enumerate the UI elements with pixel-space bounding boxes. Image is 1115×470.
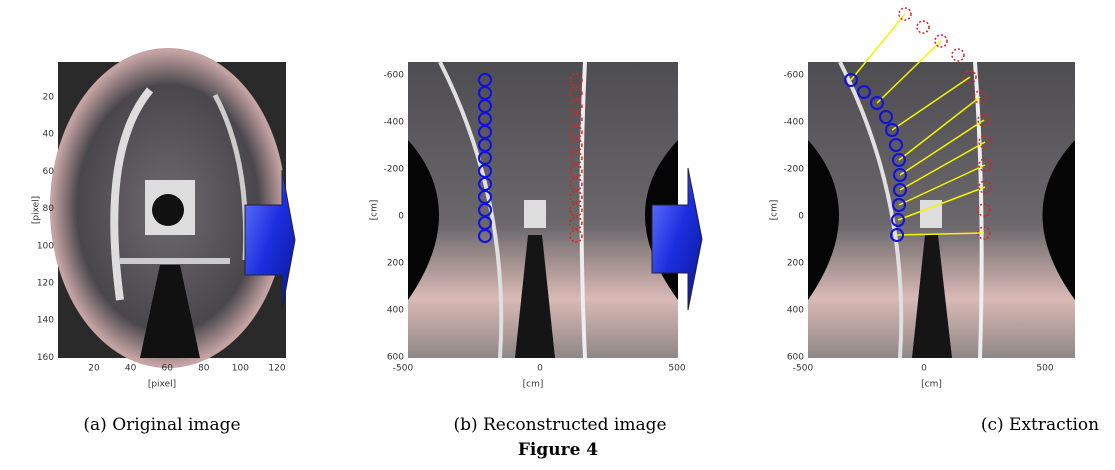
x-tick-label: 20 bbox=[88, 364, 100, 374]
y-tick-label: 600 bbox=[387, 353, 404, 363]
red-marker bbox=[917, 21, 929, 33]
y-tick-label: 80 bbox=[43, 204, 55, 214]
figure: (a) Original image (b) Reconstructed ima… bbox=[0, 0, 1115, 470]
y-tick-label: -600 bbox=[784, 71, 805, 81]
y-tick-label: 160 bbox=[37, 353, 54, 363]
y-tick-label: 200 bbox=[387, 259, 404, 269]
y-tick-label: 100 bbox=[37, 241, 54, 251]
caption: (c) Extraction bbox=[981, 415, 1099, 435]
y-tick-label: 140 bbox=[37, 316, 54, 326]
y-tick-label: -600 bbox=[384, 71, 405, 81]
y-tick-label: 600 bbox=[787, 353, 804, 363]
x-tick-label: -500 bbox=[793, 364, 814, 374]
x-tick-label: 60 bbox=[161, 364, 173, 374]
y-tick-label: 0 bbox=[398, 212, 404, 222]
extraction-image bbox=[808, 62, 1075, 358]
x-tick-label: -500 bbox=[393, 364, 414, 374]
y-tick-label: -400 bbox=[784, 118, 805, 128]
x-tick-label: 500 bbox=[668, 364, 685, 374]
caption: (a) Original image bbox=[83, 415, 240, 435]
y-axis-label: [cm] bbox=[370, 200, 380, 221]
caption: (b) Reconstructed image bbox=[453, 415, 666, 435]
x-tick-label: 100 bbox=[232, 364, 249, 374]
x-tick-label: 40 bbox=[125, 364, 137, 374]
y-tick-label: 0 bbox=[798, 212, 804, 222]
red-marker bbox=[952, 49, 964, 61]
y-tick-label: 120 bbox=[37, 279, 54, 289]
reconstructed-image bbox=[408, 62, 678, 358]
figure-title: Figure 4 bbox=[518, 440, 598, 460]
y-tick-label: 400 bbox=[387, 306, 404, 316]
y-tick-label: 400 bbox=[787, 306, 804, 316]
x-axis-label: [cm] bbox=[523, 380, 544, 390]
x-tick-label: 0 bbox=[921, 364, 927, 374]
y-tick-label: 60 bbox=[43, 167, 55, 177]
x-axis-label: [cm] bbox=[921, 380, 942, 390]
x-axis-label: [pixel] bbox=[148, 380, 176, 390]
y-tick-label: -200 bbox=[384, 165, 405, 175]
y-tick-label: -200 bbox=[784, 165, 805, 175]
x-tick-label: 120 bbox=[268, 364, 285, 374]
y-tick-label: 40 bbox=[43, 130, 55, 140]
y-axis-label: [cm] bbox=[770, 200, 780, 221]
x-tick-label: 80 bbox=[198, 364, 210, 374]
y-tick-label: 200 bbox=[787, 259, 804, 269]
y-tick-label: -400 bbox=[384, 118, 405, 128]
x-tick-label: 0 bbox=[537, 364, 543, 374]
y-tick-label: 20 bbox=[43, 93, 55, 103]
y-axis-label: [pixel] bbox=[32, 196, 42, 224]
x-tick-label: 500 bbox=[1036, 364, 1053, 374]
